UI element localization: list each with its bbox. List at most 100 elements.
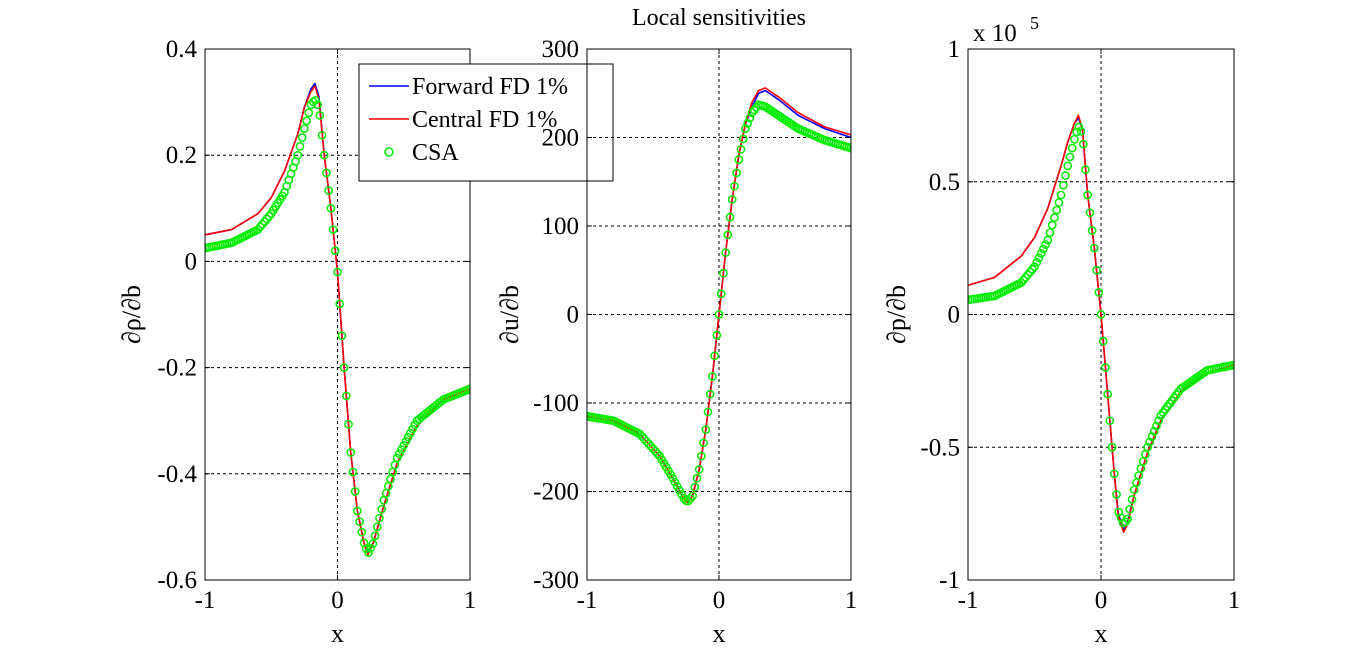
data-point-marker (408, 424, 417, 434)
data-point-marker (386, 474, 395, 484)
series-group (587, 87, 851, 506)
data-point-marker (339, 363, 349, 372)
y-exponent-label: x 10 (973, 20, 1017, 47)
data-point-marker (1056, 190, 1066, 200)
data-point-marker (1129, 485, 1139, 495)
y-tick-label: -0.4 (157, 461, 197, 488)
data-point-marker (730, 181, 739, 191)
data-point-marker (1149, 426, 1159, 436)
data-point-marker (1047, 220, 1057, 230)
data-point-marker (727, 195, 737, 204)
subplot-2: -300 -200 -100 0 100 200 300 -1 0 1 x ∂u/∂b Local se… (495, 5, 857, 648)
data-point-marker (732, 168, 741, 178)
data-point-marker (322, 168, 331, 178)
data-point-marker (1105, 416, 1115, 426)
data-point-marker (1101, 363, 1110, 372)
data-point-marker (1098, 336, 1108, 346)
data-point-marker (710, 351, 719, 361)
data-point-marker (1045, 228, 1055, 237)
y-tick-label: 0 (185, 248, 198, 275)
data-point-marker (403, 432, 413, 442)
data-point-marker (705, 389, 715, 399)
y-tick-label: -0.2 (157, 355, 197, 382)
y-tick-label: -100 (533, 390, 579, 417)
data-point-marker (364, 548, 373, 557)
data-point-marker (1147, 432, 1157, 441)
y-axis-label: ∂ρ/∂b (117, 285, 146, 344)
data-point-marker (410, 420, 420, 430)
data-point-marker (1109, 469, 1119, 479)
data-point-marker (688, 491, 697, 501)
data-point-marker (1063, 161, 1073, 171)
legend-entry-label: Forward FD 1% (412, 74, 568, 100)
data-point-marker (1078, 139, 1088, 149)
data-point-marker (637, 432, 647, 441)
data-point-marker (1107, 442, 1117, 452)
data-point-marker (697, 451, 706, 461)
data-point-marker (1081, 165, 1090, 174)
data-point-marker (699, 438, 708, 448)
legend-entry-label: Central FD 1% (412, 107, 557, 133)
data-point-marker (1072, 127, 1081, 137)
data-point-marker (1136, 464, 1146, 473)
x-tick-label: 0 (1095, 587, 1108, 614)
data-point-marker (703, 407, 713, 417)
data-point-marker (743, 118, 752, 128)
x-tick-label: 1 (464, 587, 477, 614)
data-point-marker (1134, 471, 1144, 480)
data-point-marker (1058, 180, 1068, 190)
y-tick-label: 200 (542, 125, 580, 152)
data-point-marker (719, 268, 728, 278)
data-point-marker (635, 429, 645, 439)
data-point-marker (648, 444, 658, 454)
data-point-marker (390, 460, 400, 470)
y-tick-label: -300 (533, 567, 579, 594)
data-point-marker (725, 212, 735, 222)
data-point-marker (1114, 507, 1124, 517)
data-point-marker (1127, 495, 1137, 504)
data-point-marker (368, 539, 378, 549)
data-point-marker (653, 449, 662, 458)
y-tick-label: 0.2 (166, 142, 197, 169)
data-point-marker (1074, 122, 1084, 132)
data-point-marker (1094, 288, 1104, 297)
data-point-marker (326, 203, 336, 213)
data-point-marker (295, 142, 305, 151)
data-point-marker (1067, 143, 1077, 153)
x-tick-label: -1 (577, 587, 598, 614)
data-point-marker (1154, 416, 1163, 426)
data-point-marker (302, 116, 311, 126)
x-axis-label: x (331, 619, 344, 648)
data-point-marker (708, 372, 717, 381)
data-point-marker (366, 543, 375, 553)
y-tick-label: -1 (939, 567, 960, 594)
data-point-marker (333, 267, 342, 277)
data-point-marker (1132, 478, 1141, 487)
data-point-marker (399, 441, 409, 450)
data-point-marker (401, 437, 411, 446)
data-point-marker (741, 124, 750, 133)
data-point-marker (642, 437, 651, 446)
x-tick-label: 0 (713, 587, 726, 614)
data-point-marker (330, 246, 340, 256)
data-point-marker (406, 428, 415, 438)
data-point-marker (686, 494, 695, 503)
y-tick-label: 1 (948, 36, 961, 63)
data-point-marker (370, 531, 380, 541)
data-point-marker (300, 124, 309, 133)
x-axis-label: x (1095, 619, 1108, 648)
x-axis-label: x (713, 619, 726, 648)
data-point-marker (1039, 244, 1048, 254)
data-point-marker (1152, 421, 1161, 431)
y-exponent-power: 5 (1030, 13, 1039, 33)
data-point-marker (683, 496, 693, 506)
data-point-marker (738, 134, 748, 144)
data-point-marker (1043, 235, 1053, 245)
data-point-marker (1096, 310, 1106, 319)
data-point-marker (346, 448, 356, 457)
data-point-marker (304, 108, 314, 118)
data-point-marker (701, 425, 711, 434)
data-point-marker (714, 310, 724, 319)
data-point-marker (1085, 208, 1095, 218)
data-point-marker (1123, 514, 1132, 524)
